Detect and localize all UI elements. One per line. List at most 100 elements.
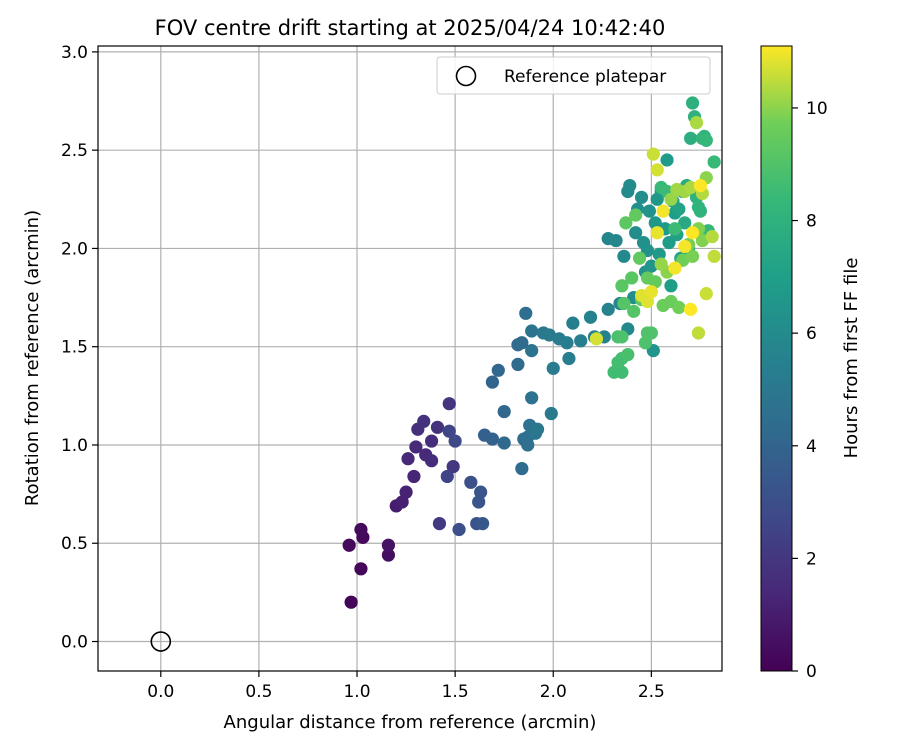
data-point [566, 316, 580, 330]
legend-marker [455, 65, 477, 87]
data-point [609, 233, 623, 248]
y-tick-label: 2.0 [61, 239, 88, 259]
colorbar-tick-label: 6 [806, 324, 817, 344]
colorbar-tick-label: 4 [806, 437, 817, 457]
data-point [401, 452, 415, 466]
data-point [562, 351, 576, 366]
colorbar-label: Hours from first FF file [841, 258, 862, 459]
data-point [693, 204, 708, 218]
data-point [685, 226, 700, 240]
y-axis-label: Rotation from reference (arcmin) [22, 210, 43, 506]
data-point [430, 420, 445, 434]
data-point [632, 251, 647, 265]
data-point [644, 326, 658, 340]
data-point [409, 440, 423, 454]
x-tick-label: 2.5 [638, 682, 665, 702]
data-point [485, 375, 500, 389]
data-point [448, 434, 462, 448]
data-point [519, 306, 533, 320]
data-point [617, 296, 631, 311]
data-point [621, 347, 635, 362]
data-point [617, 249, 631, 263]
x-tick-label: 2.0 [540, 682, 567, 702]
data-point [668, 222, 682, 236]
data-point [625, 271, 639, 285]
legend: Reference platepar [436, 56, 711, 95]
data-point [497, 436, 511, 450]
data-point [685, 249, 700, 263]
data-point [485, 432, 500, 446]
colorbar-ticks: 0 2 4 6 8 10 [792, 99, 828, 682]
data-point [615, 279, 629, 293]
data-point [442, 424, 456, 438]
x-axis-label: Angular distance from reference (arcmin) [224, 712, 597, 733]
data-point [629, 208, 643, 222]
data-point [589, 332, 604, 346]
x-tick-label: 1.0 [343, 682, 370, 702]
data-point [560, 336, 574, 350]
data-point [442, 397, 456, 411]
data-point [544, 406, 558, 421]
data-point [546, 361, 560, 375]
y-tick-label: 3.0 [61, 43, 88, 63]
data-point [491, 363, 505, 377]
data-point [381, 538, 396, 552]
data-point [601, 302, 615, 316]
data-point [381, 548, 396, 562]
colorbar-tick-label: 0 [806, 662, 817, 682]
data-point [650, 226, 664, 240]
colorbar-tick-label: 2 [806, 549, 817, 569]
data-point [424, 454, 439, 468]
data-point [407, 469, 421, 484]
data-point [691, 326, 706, 340]
data-point [648, 216, 662, 230]
data-point [656, 204, 670, 218]
data-point [650, 163, 664, 177]
colorbar-gradient [760, 45, 793, 672]
data-point [644, 259, 658, 273]
chart-title: FOV centre drift starting at 2025/04/24 … [155, 16, 666, 40]
data-point [684, 131, 698, 145]
plot-frame [97, 45, 723, 672]
x-axis-ticks: 0.0 0.5 1.0 1.5 2.0 2.5 [147, 671, 665, 702]
data-point [642, 204, 656, 218]
data-point [707, 249, 721, 263]
data-point [646, 147, 660, 161]
data-point [629, 226, 643, 240]
data-point [399, 485, 413, 499]
data-point [515, 461, 529, 476]
data-point [417, 414, 431, 428]
data-point [684, 302, 698, 316]
data-point [464, 475, 478, 489]
data-point [652, 247, 666, 261]
data-point [664, 279, 678, 293]
data-point [497, 404, 511, 419]
data-point [511, 357, 525, 371]
x-tick-label: 0.5 [245, 682, 272, 702]
data-point [515, 336, 529, 350]
data-points [342, 96, 721, 609]
y-tick-label: 1.0 [61, 436, 88, 456]
legend-box [436, 56, 711, 95]
data-point [354, 562, 368, 576]
data-point [654, 257, 668, 271]
data-point [452, 522, 466, 537]
y-tick-label: 2.5 [61, 141, 88, 161]
data-point [699, 287, 713, 301]
data-point [672, 202, 686, 216]
colorbar-tick-label: 10 [806, 99, 828, 119]
data-point [474, 485, 488, 499]
data-point [634, 190, 649, 204]
data-point [699, 133, 713, 147]
data-point [615, 330, 629, 344]
data-point [705, 230, 719, 244]
data-point [525, 324, 539, 338]
data-point [440, 469, 454, 484]
data-point [424, 434, 439, 448]
data-point [668, 261, 682, 275]
x-tick-label: 1.5 [442, 682, 469, 702]
data-point [660, 153, 674, 167]
data-point [672, 300, 686, 314]
data-point [627, 304, 641, 318]
